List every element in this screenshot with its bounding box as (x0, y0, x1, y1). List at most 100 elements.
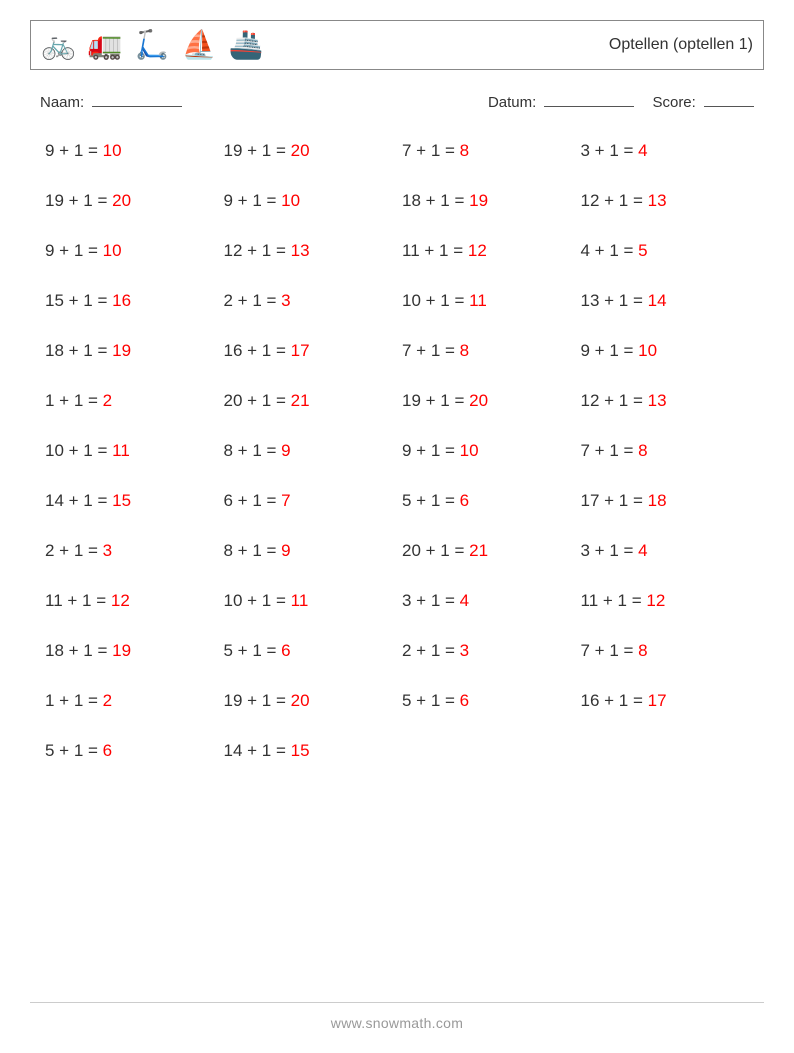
problem-cell: 13 + 1 = 14 (581, 291, 750, 311)
problem-question: 10 + 1 = (45, 441, 112, 460)
problem-question: 4 + 1 = (581, 241, 639, 260)
problem-question: 7 + 1 = (581, 641, 639, 660)
problem-cell: 12 + 1 = 13 (581, 191, 750, 211)
problem-question: 10 + 1 = (224, 591, 291, 610)
problem-answer: 8 (638, 641, 647, 660)
vehicle-icons: 🚲 🚛 🛴 ⛵ 🚢 (41, 31, 263, 59)
problems-grid: 9 + 1 = 10 19 + 1 = 20 7 + 1 = 8 3 + 1 = 4 1… (30, 141, 764, 761)
problem-cell: 7 + 1 = 8 (402, 341, 571, 361)
name-label: Naam: (40, 94, 84, 111)
truck-icon: 🚛 (88, 31, 123, 59)
name-field: Naam: (40, 92, 182, 111)
problem-answer: 3 (460, 641, 469, 660)
problem-answer: 4 (638, 541, 647, 560)
problem-cell: 10 + 1 = 11 (224, 591, 393, 611)
problem-answer: 6 (281, 641, 290, 660)
problem-answer: 6 (460, 491, 469, 510)
problem-answer: 2 (103, 391, 112, 410)
problem-cell: 11 + 1 = 12 (402, 241, 571, 261)
problem-cell: 18 + 1 = 19 (402, 191, 571, 211)
problem-answer: 15 (291, 741, 310, 760)
problem-cell: 7 + 1 = 8 (402, 141, 571, 161)
problem-cell: 11 + 1 = 12 (45, 591, 214, 611)
problem-question: 19 + 1 = (224, 141, 291, 160)
problem-answer: 17 (648, 691, 667, 710)
problem-answer: 10 (103, 241, 122, 260)
problem-cell: 1 + 1 = 2 (45, 691, 214, 711)
problem-answer: 19 (112, 341, 131, 360)
problem-question: 18 + 1 = (402, 191, 469, 210)
problem-cell: 9 + 1 = 10 (581, 341, 750, 361)
problem-answer: 8 (460, 341, 469, 360)
problem-question: 8 + 1 = (224, 441, 282, 460)
problem-answer: 15 (112, 491, 131, 510)
problem-question: 9 + 1 = (45, 141, 103, 160)
problem-cell: 11 + 1 = 12 (581, 591, 750, 611)
problem-answer: 4 (638, 141, 647, 160)
problem-question: 1 + 1 = (45, 391, 103, 410)
problem-question: 12 + 1 = (581, 191, 648, 210)
problem-answer: 3 (103, 541, 112, 560)
problem-question: 20 + 1 = (224, 391, 291, 410)
problem-cell: 4 + 1 = 5 (581, 241, 750, 261)
problem-cell: 20 + 1 = 21 (224, 391, 393, 411)
problem-question: 14 + 1 = (45, 491, 112, 510)
problem-answer: 9 (281, 541, 290, 560)
problem-answer: 20 (112, 191, 131, 210)
problem-question: 9 + 1 = (402, 441, 460, 460)
problem-answer: 5 (638, 241, 647, 260)
problem-cell: 14 + 1 = 15 (45, 491, 214, 511)
problem-question: 19 + 1 = (45, 191, 112, 210)
problem-answer: 13 (648, 191, 667, 210)
problem-cell: 2 + 1 = 3 (402, 641, 571, 661)
problem-question: 9 + 1 = (581, 341, 639, 360)
problem-question: 1 + 1 = (45, 691, 103, 710)
problem-cell: 14 + 1 = 15 (224, 741, 393, 761)
problem-cell: 7 + 1 = 8 (581, 441, 750, 461)
problem-question: 11 + 1 = (581, 591, 647, 610)
problem-question: 6 + 1 = (224, 491, 282, 510)
problem-cell: 2 + 1 = 3 (45, 541, 214, 561)
footer-divider (30, 1002, 764, 1003)
problem-question: 5 + 1 = (402, 691, 460, 710)
problem-answer: 12 (111, 591, 130, 610)
problem-answer: 20 (291, 691, 310, 710)
problem-question: 7 + 1 = (402, 141, 460, 160)
problem-cell: 5 + 1 = 6 (402, 691, 571, 711)
problem-question: 2 + 1 = (402, 641, 460, 660)
score-field: Score: (652, 92, 754, 111)
score-blank[interactable] (704, 92, 754, 107)
problem-answer: 21 (291, 391, 310, 410)
problem-cell: 20 + 1 = 21 (402, 541, 571, 561)
problem-cell: 16 + 1 = 17 (224, 341, 393, 361)
problem-cell: 3 + 1 = 4 (581, 141, 750, 161)
problem-answer: 10 (460, 441, 479, 460)
problem-question: 5 + 1 = (402, 491, 460, 510)
problem-question: 15 + 1 = (45, 291, 112, 310)
problem-answer: 20 (291, 141, 310, 160)
problem-answer: 20 (469, 391, 488, 410)
problem-cell: 9 + 1 = 10 (45, 241, 214, 261)
problem-cell: 7 + 1 = 8 (581, 641, 750, 661)
problem-answer: 8 (638, 441, 647, 460)
date-field: Datum: (488, 92, 635, 111)
problem-cell: 10 + 1 = 11 (45, 441, 214, 461)
problem-question: 16 + 1 = (581, 691, 648, 710)
problem-answer: 21 (469, 541, 488, 560)
problem-cell: 8 + 1 = 9 (224, 441, 393, 461)
problem-question: 19 + 1 = (224, 691, 291, 710)
problem-answer: 10 (103, 141, 122, 160)
problem-answer: 12 (468, 241, 487, 260)
problem-cell: 16 + 1 = 17 (581, 691, 750, 711)
problem-cell: 5 + 1 = 6 (224, 641, 393, 661)
date-blank[interactable] (544, 92, 634, 107)
problem-question: 3 + 1 = (581, 141, 639, 160)
problem-answer: 10 (281, 191, 300, 210)
name-blank[interactable] (92, 92, 182, 107)
problem-cell: 9 + 1 = 10 (224, 191, 393, 211)
problem-question: 19 + 1 = (402, 391, 469, 410)
scooter-icon: 🛴 (135, 31, 170, 59)
problem-question: 17 + 1 = (581, 491, 648, 510)
problem-answer: 12 (646, 591, 665, 610)
problem-question: 3 + 1 = (402, 591, 460, 610)
